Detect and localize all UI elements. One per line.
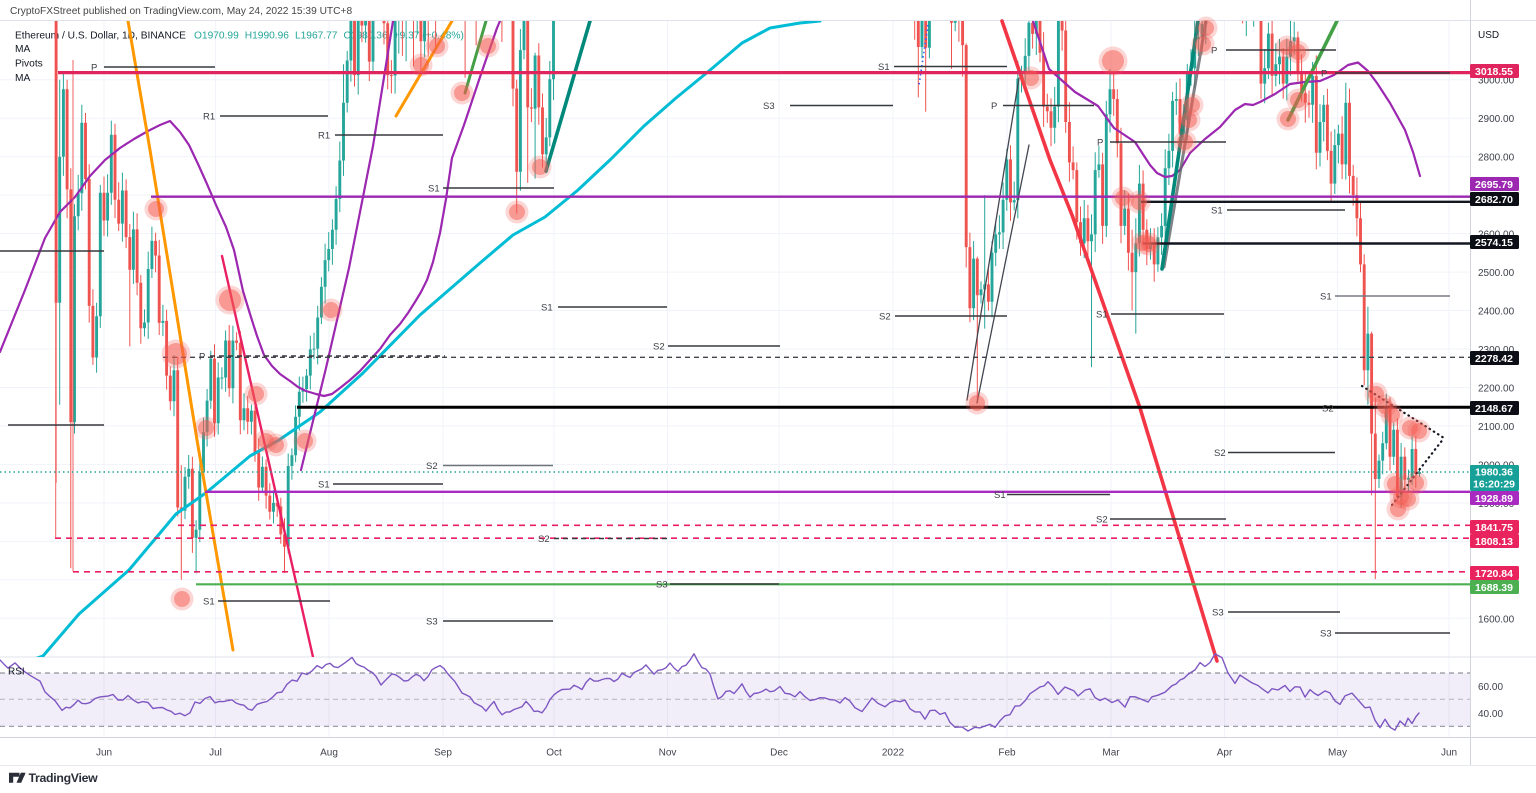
svg-text:S3: S3 — [763, 101, 775, 112]
svg-text:40.00: 40.00 — [1478, 709, 1503, 720]
svg-text:TradingView: TradingView — [29, 771, 99, 785]
svg-text:2278.42: 2278.42 — [1475, 353, 1513, 365]
svg-text:S2: S2 — [426, 461, 438, 472]
svg-text:Jul: Jul — [209, 748, 222, 759]
svg-text:R1: R1 — [203, 112, 215, 123]
svg-text:S1: S1 — [428, 184, 440, 195]
svg-text:Jun: Jun — [1441, 748, 1457, 759]
svg-text:1600.00: 1600.00 — [1478, 614, 1515, 625]
svg-text:CryptoFXStreet published on Tr: CryptoFXStreet published on TradingView.… — [10, 6, 352, 17]
svg-text:S2: S2 — [879, 312, 891, 323]
svg-text:16:20:29: 16:20:29 — [1473, 479, 1515, 491]
svg-text:S3: S3 — [426, 617, 438, 628]
svg-text:Apr: Apr — [1217, 748, 1233, 759]
svg-text:R1: R1 — [318, 131, 330, 142]
svg-text:S1: S1 — [994, 490, 1006, 501]
svg-text:MA: MA — [15, 44, 30, 55]
svg-text:2500.00: 2500.00 — [1478, 268, 1515, 279]
svg-text:1688.39: 1688.39 — [1475, 582, 1513, 594]
svg-text:S2: S2 — [538, 534, 550, 545]
svg-text:S1: S1 — [541, 303, 553, 314]
svg-text:Oct: Oct — [546, 748, 562, 759]
svg-text:Pivots: Pivots — [15, 59, 43, 70]
svg-text:2148.67: 2148.67 — [1475, 403, 1513, 415]
svg-text:P: P — [1211, 46, 1217, 57]
svg-text:3000.00: 3000.00 — [1478, 76, 1515, 87]
svg-text:S3: S3 — [656, 580, 668, 591]
svg-text:1720.84: 1720.84 — [1475, 568, 1513, 580]
svg-text:USD: USD — [1478, 30, 1499, 41]
svg-text:P: P — [1097, 138, 1103, 149]
svg-text:2100.00: 2100.00 — [1478, 422, 1515, 433]
svg-text:P: P — [1321, 69, 1327, 80]
svg-text:2682.70: 2682.70 — [1475, 194, 1513, 206]
svg-text:P: P — [91, 63, 97, 74]
svg-text:1980.36: 1980.36 — [1475, 467, 1513, 479]
svg-text:Mar: Mar — [1102, 748, 1120, 759]
svg-text:S2: S2 — [1214, 448, 1226, 459]
svg-text:S3: S3 — [1320, 629, 1332, 640]
svg-text:2022: 2022 — [882, 748, 905, 759]
svg-text:1841.75: 1841.75 — [1475, 522, 1513, 534]
svg-text:1928.89: 1928.89 — [1475, 493, 1513, 505]
svg-text:Jun: Jun — [96, 748, 112, 759]
svg-text:2400.00: 2400.00 — [1478, 307, 1515, 318]
svg-text:S1: S1 — [203, 597, 215, 608]
svg-text:S2: S2 — [653, 342, 665, 353]
svg-text:Sep: Sep — [434, 748, 452, 759]
svg-text:S1: S1 — [318, 480, 330, 491]
svg-text:Dec: Dec — [770, 748, 788, 759]
svg-text:2300.00: 2300.00 — [1478, 345, 1515, 356]
svg-text:S1: S1 — [1211, 206, 1223, 217]
svg-text:MA: MA — [15, 73, 30, 84]
svg-text:3018.55: 3018.55 — [1475, 66, 1513, 78]
svg-text:P: P — [991, 101, 997, 112]
svg-text:2200.00: 2200.00 — [1478, 384, 1515, 395]
svg-text:2800.00: 2800.00 — [1478, 153, 1515, 164]
svg-text:Nov: Nov — [659, 748, 677, 759]
svg-text:S2: S2 — [1096, 515, 1108, 526]
svg-text:Feb: Feb — [998, 748, 1016, 759]
svg-text:Aug: Aug — [320, 748, 338, 759]
svg-text:S2: S2 — [1322, 404, 1334, 415]
svg-text:2900.00: 2900.00 — [1478, 114, 1515, 125]
svg-text:S1: S1 — [1320, 292, 1332, 303]
svg-text:S3: S3 — [1212, 608, 1224, 619]
svg-text:1808.13: 1808.13 — [1475, 536, 1513, 548]
svg-text:60.00: 60.00 — [1478, 682, 1503, 693]
svg-text:2695.79: 2695.79 — [1475, 179, 1513, 191]
svg-text:S1: S1 — [1096, 310, 1108, 321]
svg-text:S1: S1 — [878, 62, 890, 73]
svg-text:2574.15: 2574.15 — [1475, 237, 1513, 249]
svg-text:May: May — [1328, 748, 1347, 759]
svg-text:RSI: RSI — [8, 667, 25, 678]
svg-text:P: P — [199, 352, 205, 363]
